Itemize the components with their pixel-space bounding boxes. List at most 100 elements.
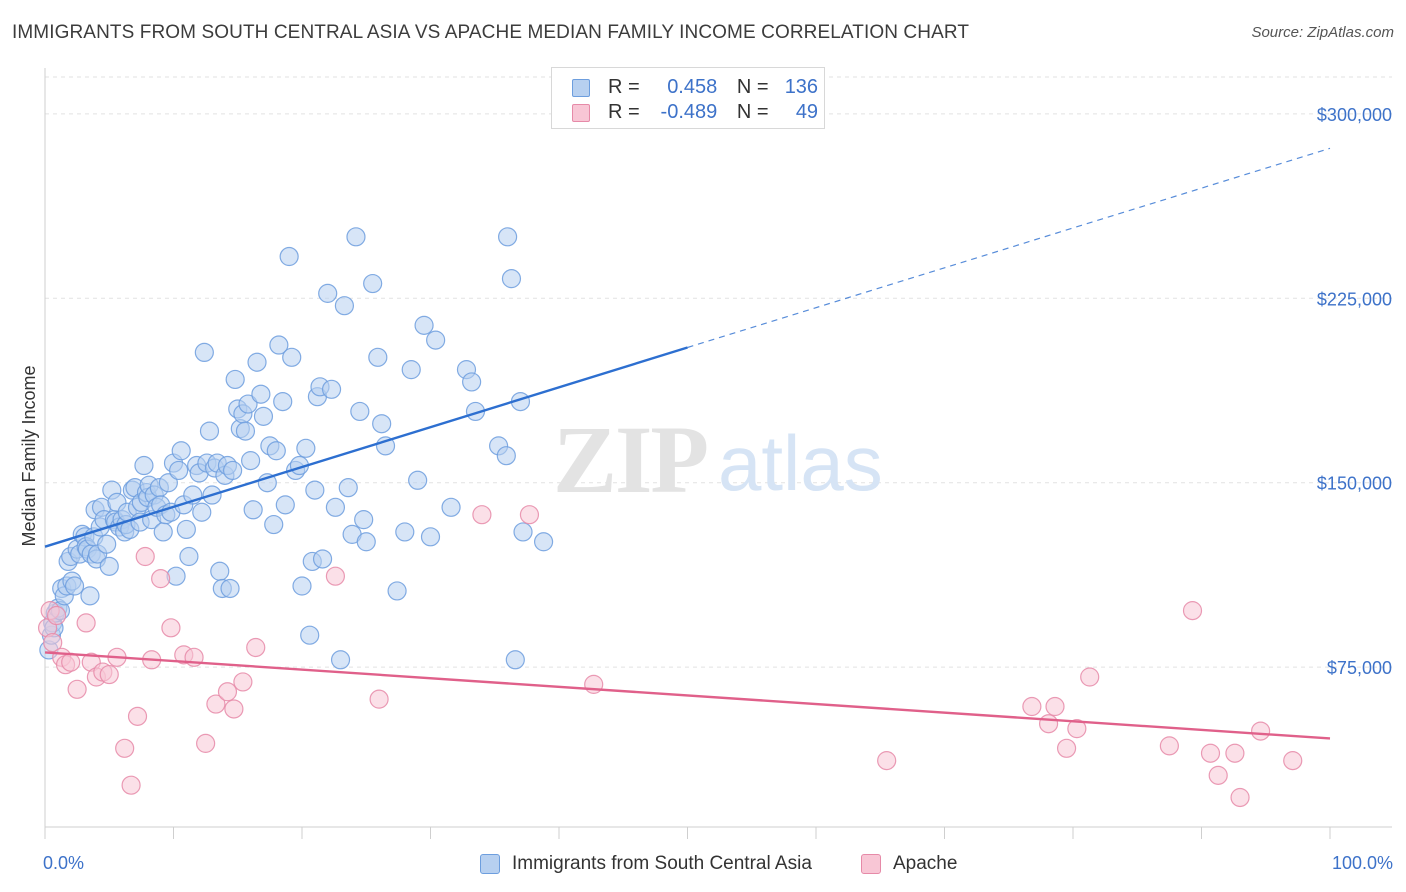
- data-point-south-central-asia: [251, 384, 271, 404]
- data-point-apache: [1251, 721, 1271, 741]
- data-point-south-central-asia: [269, 335, 289, 355]
- data-point-apache: [224, 699, 244, 719]
- data-point-south-central-asia: [241, 451, 261, 471]
- data-point-south-central-asia: [325, 497, 346, 517]
- data-point-south-central-asia: [153, 522, 173, 542]
- legend-swatch-blue: [572, 79, 590, 97]
- data-point-south-central-asia: [238, 394, 258, 414]
- data-point-apache: [1067, 719, 1087, 739]
- data-point-apache: [196, 733, 216, 753]
- data-point-south-central-asia: [192, 502, 212, 522]
- data-point-south-central-asia: [305, 480, 325, 500]
- data-point-south-central-asia: [179, 546, 199, 567]
- data-point-south-central-asia: [158, 473, 178, 493]
- data-point-south-central-asia: [356, 532, 376, 552]
- data-point-apache: [1200, 743, 1221, 763]
- series-legend-label: Apache: [893, 853, 958, 874]
- data-point-apache: [135, 546, 155, 567]
- legend-swatch-pink: [572, 104, 590, 122]
- data-point-apache: [1283, 751, 1303, 771]
- data-point-south-central-asia: [330, 650, 351, 670]
- data-point-apache: [151, 569, 171, 589]
- series-swatch-pink: [861, 854, 881, 874]
- data-point-south-central-asia: [501, 269, 522, 289]
- data-point-apache: [99, 664, 119, 685]
- data-point-south-central-asia: [296, 438, 316, 458]
- legend-n-label: N =: [736, 76, 769, 98]
- legend-n-label: N =: [736, 101, 769, 123]
- legend-r-label: R =: [608, 76, 640, 98]
- data-point-south-central-asia: [395, 522, 415, 542]
- data-point-apache: [246, 637, 266, 658]
- data-point-south-central-asia: [275, 495, 295, 515]
- data-point-south-central-asia: [243, 500, 263, 520]
- data-point-south-central-asia: [346, 227, 366, 247]
- data-point-south-central-asia: [199, 421, 220, 441]
- data-point-apache: [115, 738, 135, 758]
- data-point-south-central-asia: [282, 347, 302, 367]
- axes: [44, 68, 1392, 839]
- data-point-apache: [1038, 714, 1059, 734]
- legend-r-value: 0.458: [667, 76, 718, 98]
- data-point-south-central-asia: [292, 576, 312, 596]
- data-point-south-central-asia: [279, 246, 299, 267]
- data-point-apache: [1056, 738, 1077, 758]
- data-point-south-central-asia: [321, 379, 342, 399]
- data-point-south-central-asia: [235, 421, 256, 441]
- data-point-apache: [233, 672, 253, 692]
- data-point-south-central-asia: [97, 534, 117, 554]
- data-point-apache: [1045, 696, 1065, 717]
- data-point-south-central-asia: [408, 470, 428, 490]
- legend-r-value: -0.489: [660, 101, 718, 123]
- data-points: [37, 227, 1303, 808]
- data-point-south-central-asia: [223, 460, 243, 481]
- watermark-zip: ZIP: [553, 406, 707, 513]
- data-point-apache: [161, 618, 181, 638]
- data-point-south-central-asia: [134, 455, 154, 476]
- series-legend: Immigrants from South Central Asia Apach…: [0, 852, 1406, 878]
- data-point-apache: [1159, 736, 1179, 756]
- y-tick-label: $150,000: [1317, 474, 1392, 494]
- data-point-apache: [1080, 667, 1100, 687]
- data-point-apache: [325, 566, 346, 586]
- y-tick-label: $75,000: [1327, 658, 1392, 678]
- data-point-south-central-asia: [401, 360, 421, 380]
- data-point-south-central-asia: [171, 441, 191, 461]
- zipatlas-watermark: ZIP atlas: [553, 406, 883, 513]
- data-point-south-central-asia: [64, 576, 85, 596]
- x-tick-label-max: 100.0%: [1332, 853, 1393, 873]
- y-tick-label: $225,000: [1317, 289, 1392, 309]
- data-point-apache: [217, 682, 238, 702]
- series-swatch-blue: [480, 854, 500, 874]
- data-point-apache: [67, 679, 87, 699]
- data-point-south-central-asia: [312, 549, 333, 569]
- trend-line-apache: [44, 651, 1331, 740]
- series-legend-label: Immigrants from South Central Asia: [512, 853, 812, 874]
- chart-title: IMMIGRANTS FROM SOUTH CENTRAL ASIA VS AP…: [12, 22, 970, 43]
- y-axis-label: Median Family Income: [19, 365, 39, 546]
- data-point-apache: [1208, 765, 1228, 785]
- data-point-south-central-asia: [264, 514, 284, 535]
- data-point-south-central-asia: [220, 578, 240, 599]
- grid-lines: [45, 76, 1392, 668]
- data-point-south-central-asia: [505, 650, 525, 670]
- y-tick-label: $300,000: [1317, 105, 1392, 125]
- data-point-south-central-asia: [513, 522, 533, 542]
- x-tick-label-min: 0.0%: [43, 853, 84, 873]
- data-point-apache: [76, 613, 96, 633]
- data-point-south-central-asia: [99, 556, 119, 576]
- trend-lines: [44, 147, 1331, 740]
- data-point-apache: [1225, 743, 1245, 763]
- data-point-south-central-asia: [225, 369, 245, 390]
- data-point-south-central-asia: [441, 497, 461, 517]
- trend-line-south-central-asia: [44, 346, 688, 548]
- data-point-south-central-asia: [498, 227, 518, 247]
- legend-r-label: R =: [608, 101, 640, 123]
- data-point-apache: [127, 706, 148, 726]
- data-point-apache: [519, 505, 540, 525]
- data-point-apache: [206, 694, 226, 714]
- data-point-south-central-asia: [169, 460, 189, 481]
- data-point-apache: [369, 689, 389, 709]
- legend-n-value: 49: [795, 101, 819, 123]
